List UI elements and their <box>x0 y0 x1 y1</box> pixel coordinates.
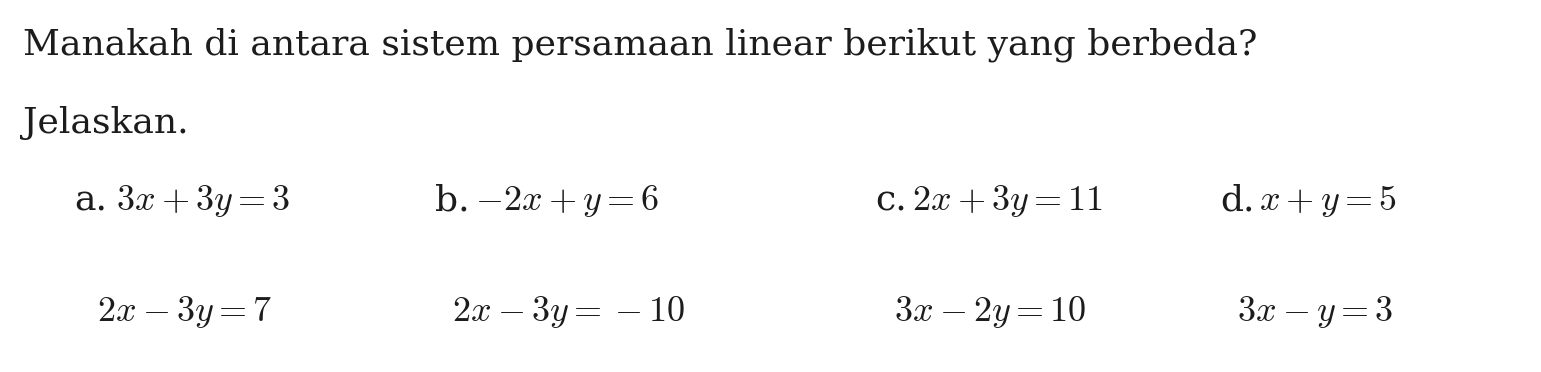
Text: a.: a. <box>74 184 106 218</box>
Text: $3x+3y=3$: $3x+3y=3$ <box>116 183 290 219</box>
Text: b.: b. <box>435 184 468 218</box>
Text: c.: c. <box>875 184 908 218</box>
Text: $2x+3y=11$: $2x+3y=11$ <box>912 183 1103 219</box>
Text: $2x-3y=7$: $2x-3y=7$ <box>97 295 273 330</box>
Text: Jelaskan.: Jelaskan. <box>23 106 188 140</box>
Text: d.: d. <box>1220 184 1254 218</box>
Text: Manakah di antara sistem persamaan linear berikut yang berbeda?: Manakah di antara sistem persamaan linea… <box>23 28 1257 62</box>
Text: $3x-2y=10$: $3x-2y=10$ <box>894 295 1086 330</box>
Text: $2x-3y=-10$: $2x-3y=-10$ <box>452 295 684 330</box>
Text: $3x-y=3$: $3x-y=3$ <box>1237 295 1393 330</box>
Text: $x+y=5$: $x+y=5$ <box>1259 183 1396 219</box>
Text: $-2x+y=6$: $-2x+y=6$ <box>475 183 660 219</box>
